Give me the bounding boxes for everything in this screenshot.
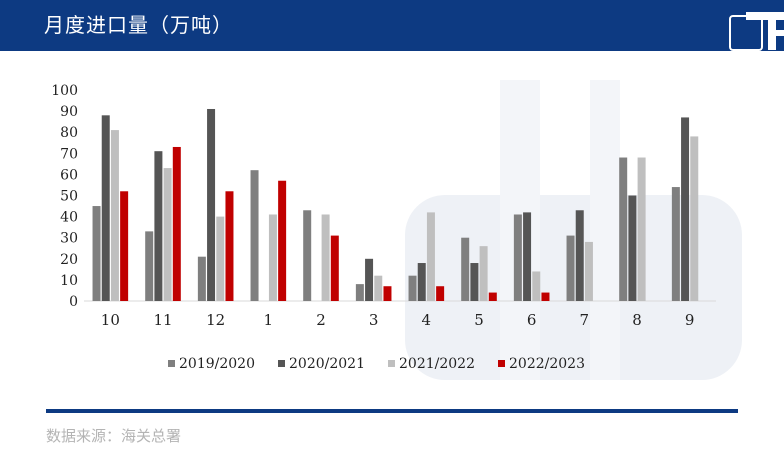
y-tick-label: 60: [60, 167, 78, 183]
bar-2021-2022-6: [532, 271, 541, 301]
bar-2019-2020-9: [671, 187, 680, 301]
y-tick-label: 80: [60, 125, 78, 141]
x-tick-label: 6: [527, 311, 537, 329]
legend-swatch: [168, 360, 175, 367]
x-tick-label: 5: [474, 311, 484, 329]
y-tick-label: 70: [60, 146, 78, 162]
bar-2021-2022-10: [110, 130, 119, 301]
bar-2019-2020-4: [408, 275, 417, 301]
x-tick-label: 2: [316, 311, 326, 329]
bar-2021-2022-5: [479, 246, 488, 301]
legend-label: 2022/2023: [509, 356, 585, 372]
data-source: 数据来源：海关总署: [46, 427, 182, 445]
bar-2020-2021-9: [681, 117, 690, 302]
bar-2022-2023-6: [541, 292, 550, 301]
x-tick-label: 12: [206, 311, 225, 329]
bar-2021-2022-3: [374, 275, 383, 301]
bar-2020-2021-11: [154, 151, 163, 301]
x-tick-label: 8: [632, 311, 642, 329]
bar-2021-2022-9: [690, 136, 699, 301]
watermark-shape: [590, 80, 620, 380]
legend-swatch: [388, 360, 395, 367]
y-tick-label: 90: [60, 104, 78, 120]
bar-2020-2021-10: [101, 115, 110, 301]
bar-2020-2021-5: [470, 263, 479, 301]
legend-label: 2019/2020: [179, 356, 255, 372]
bar-2019-2020-10: [92, 206, 101, 301]
legend-swatch: [278, 360, 285, 367]
y-tick-label: 100: [51, 83, 78, 99]
bar-2021-2022-11: [163, 168, 172, 301]
x-tick-label: 1: [264, 311, 274, 329]
bar-2019-2020-8: [619, 157, 628, 301]
legend-swatch: [498, 360, 505, 367]
bar-2022-2023-3: [383, 286, 392, 301]
bar-2021-2022-12: [216, 216, 225, 301]
bar-2022-2023-10: [120, 191, 129, 301]
bar-2019-2020-1: [250, 170, 259, 301]
legend-label: 2021/2022: [399, 356, 475, 372]
page-title: 月度进口量（万吨）: [44, 13, 233, 37]
bar-2021-2022-1: [268, 214, 277, 301]
y-tick-label: 10: [60, 273, 78, 289]
bar-2020-2021-8: [628, 195, 637, 301]
bar-2022-2023-4: [436, 286, 445, 301]
y-tick-label: 50: [60, 189, 78, 205]
bar-2021-2022-8: [637, 157, 646, 301]
bar-2020-2021-7: [575, 210, 584, 301]
x-tick-label: 11: [153, 311, 172, 329]
x-tick-label: 7: [580, 311, 590, 329]
bar-2019-2020-6: [513, 214, 522, 301]
bar-2019-2020-12: [197, 256, 206, 301]
bar-2020-2021-12: [207, 108, 216, 301]
import-volume-chart: 0 10 20 30 40 50 60 70 80 90 100 10 11 12 1 2 3 4 5 6 7 8 9 201…: [30, 70, 742, 388]
x-tick-label: 4: [422, 311, 432, 329]
bar-2022-2023-2: [330, 235, 339, 301]
bar-2019-2020-2: [303, 210, 312, 301]
header-bar: 月度进口量（万吨）: [0, 0, 784, 51]
bar-2020-2021-3: [365, 258, 374, 301]
bar-2021-2022-7: [584, 241, 593, 301]
y-tick-label: 0: [69, 294, 78, 310]
bar-2019-2020-3: [355, 284, 364, 301]
brand-logo-icon: [729, 12, 784, 51]
x-tick-label: 3: [369, 311, 379, 329]
bar-2022-2023-12: [225, 191, 234, 301]
legend-label: 2020/2021: [289, 356, 365, 372]
bar-2021-2022-2: [321, 214, 330, 301]
bar-2020-2021-6: [523, 212, 532, 301]
y-tick-label: 40: [60, 210, 78, 226]
bar-2022-2023-11: [172, 146, 181, 301]
x-tick-label: 9: [685, 311, 695, 329]
bar-2020-2021-4: [417, 263, 426, 301]
y-tick-label: 20: [60, 252, 78, 268]
x-tick-label: 10: [101, 311, 120, 329]
y-tick-label: 30: [60, 231, 78, 247]
bar-2021-2022-4: [426, 212, 435, 301]
bar-2019-2020-7: [566, 235, 575, 301]
bar-2022-2023-5: [488, 292, 497, 301]
bar-2019-2020-5: [461, 237, 470, 301]
bar-2022-2023-1: [278, 180, 287, 301]
bar-2019-2020-11: [145, 231, 154, 301]
footer-divider: [46, 409, 738, 413]
